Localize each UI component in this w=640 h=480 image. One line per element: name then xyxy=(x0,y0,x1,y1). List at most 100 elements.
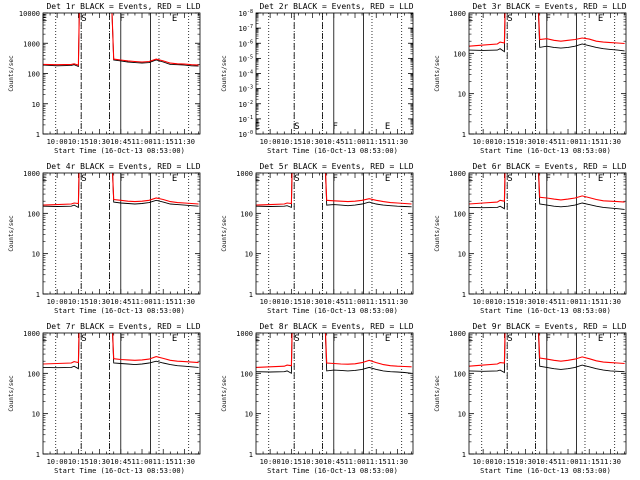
event-letter-F: F xyxy=(545,14,550,24)
y-tick-label: 1 xyxy=(249,451,253,459)
y-tick-label: 10-2 xyxy=(239,100,253,109)
y-tick-label: 10-4 xyxy=(239,70,253,79)
x-tick-label: 10:15 xyxy=(281,138,302,146)
x-tick-label: 11:30 xyxy=(174,458,195,466)
x-tick-label: 10:00 xyxy=(260,298,281,306)
x-tick-label: 10:30 xyxy=(302,138,323,146)
x-tick-label: 11:30 xyxy=(387,138,408,146)
y-tick-label: 100 xyxy=(27,370,40,378)
x-tick-label: 10:15 xyxy=(281,298,302,306)
x-tick-label: 11:30 xyxy=(387,298,408,306)
x-axis-label: Start Time (16-Oct-13 08:53:00) xyxy=(54,467,185,475)
y-axis-label: Counts/sec xyxy=(434,375,441,412)
x-tick-label: 10:15 xyxy=(68,138,89,146)
x-axis-label: Start Time (16-Oct-13 08:53:00) xyxy=(480,467,611,475)
lld-series-line xyxy=(43,13,199,66)
y-tick-label: 1000 xyxy=(236,170,253,178)
series-group xyxy=(469,13,625,53)
series-group xyxy=(256,333,412,375)
y-tick-label: 10-1 xyxy=(239,115,253,124)
y-axis-label: Counts/sec xyxy=(221,215,228,252)
plot-frame xyxy=(468,332,627,455)
event-letter-E: E xyxy=(42,14,47,24)
panel-title: Det 2r BLACK = Events, RED = LLD xyxy=(259,2,413,11)
x-tick-label: 10:00 xyxy=(47,458,68,466)
x-tick-label: 11:00 xyxy=(131,458,152,466)
y-axis-label: Counts/sec xyxy=(221,375,228,412)
lld-series-line xyxy=(469,13,625,47)
panel-title: Det 5r BLACK = Events, RED = LLD xyxy=(259,162,413,171)
x-tick-label: 10:15 xyxy=(281,458,302,466)
x-tick-label: 10:15 xyxy=(68,298,89,306)
x-tick-label: 10:30 xyxy=(302,458,323,466)
detector-panel-5r: Det 5r BLACK = Events, RED = LLD Counts/s… xyxy=(221,162,414,315)
y-tick-label: 10 xyxy=(245,411,253,419)
x-tick-label: 10:30 xyxy=(89,458,110,466)
x-tick-label: 11:15 xyxy=(153,458,174,466)
x-tick-label: 10:15 xyxy=(68,458,89,466)
x-tick-label: 10:15 xyxy=(494,458,515,466)
plot-frame xyxy=(255,172,414,295)
x-tick-label: 10:30 xyxy=(515,458,536,466)
y-tick-label: 10 xyxy=(458,91,466,99)
x-tick-label: 10:00 xyxy=(260,138,281,146)
y-tick-label: 10 xyxy=(32,251,40,259)
y-axis-label: Counts/sec xyxy=(221,55,228,92)
x-tick-label: 10:45 xyxy=(323,138,344,146)
x-tick-label: 10:45 xyxy=(110,458,131,466)
event-letter-E: E xyxy=(42,334,47,344)
y-tick-label: 1000 xyxy=(23,40,40,48)
x-tick-label: 10:30 xyxy=(515,298,536,306)
x-tick-label: 11:30 xyxy=(387,458,408,466)
series-group xyxy=(43,173,199,209)
plot-frame xyxy=(255,12,414,135)
x-axis-label: Start Time (16-Oct-13 08:53:00) xyxy=(267,467,398,475)
y-tick-label: 100 xyxy=(27,210,40,218)
x-tick-label: 10:30 xyxy=(89,298,110,306)
event-letter-E: E xyxy=(598,174,603,184)
y-tick-label: 10-5 xyxy=(239,54,253,63)
y-tick-label: 10 xyxy=(32,411,40,419)
event-letter-F: F xyxy=(119,334,124,344)
detector-panel-8r: Det 8r BLACK = Events, RED = LLD Counts/s… xyxy=(221,322,414,475)
x-tick-label: 10:30 xyxy=(515,138,536,146)
plot-frame xyxy=(468,12,627,135)
y-tick-label: 1000 xyxy=(23,330,40,338)
y-tick-label: 1 xyxy=(36,291,40,299)
event-letter-F: F xyxy=(119,174,124,184)
x-axis-label: Start Time (16-Oct-13 08:53:00) xyxy=(54,307,185,315)
x-tick-label: 11:30 xyxy=(600,298,621,306)
y-tick-label: 1 xyxy=(36,131,40,139)
panel-title: Det 3r BLACK = Events, RED = LLD xyxy=(472,2,626,11)
y-tick-label: 10-0 xyxy=(239,130,253,139)
y-tick-label: 10-8 xyxy=(239,9,253,18)
series-group xyxy=(256,173,412,209)
lld-series-line xyxy=(469,333,625,367)
x-tick-label: 10:00 xyxy=(473,298,494,306)
series-group xyxy=(43,13,199,68)
x-tick-label: 10:45 xyxy=(323,458,344,466)
x-tick-label: 11:30 xyxy=(174,298,195,306)
event-letter-S: S xyxy=(294,122,299,132)
lld-series-line xyxy=(43,333,199,365)
event-letter-E: E xyxy=(42,174,47,184)
event-letter-S: S xyxy=(81,174,86,184)
event-letter-S: S xyxy=(507,334,512,344)
y-tick-label: 100 xyxy=(240,370,253,378)
panel-title: Det 4r BLACK = Events, RED = LLD xyxy=(46,162,200,171)
event-letter-E: E xyxy=(172,174,177,184)
series-group xyxy=(43,333,199,370)
event-letter-F: F xyxy=(545,174,550,184)
x-tick-label: 11:00 xyxy=(344,138,365,146)
event-letter-E: E xyxy=(468,14,473,24)
x-tick-label: 11:15 xyxy=(366,458,387,466)
x-tick-label: 10:45 xyxy=(536,138,557,146)
y-tick-label: 10 xyxy=(32,101,40,109)
detector-panel-4r: Det 4r BLACK = Events, RED = LLD Counts/s… xyxy=(8,162,201,315)
event-letter-E: E xyxy=(172,14,177,24)
y-tick-label: 1 xyxy=(462,291,466,299)
x-tick-label: 10:00 xyxy=(47,138,68,146)
event-letter-E: E xyxy=(598,334,603,344)
event-letter-F: F xyxy=(332,174,337,184)
x-tick-label: 10:45 xyxy=(323,298,344,306)
